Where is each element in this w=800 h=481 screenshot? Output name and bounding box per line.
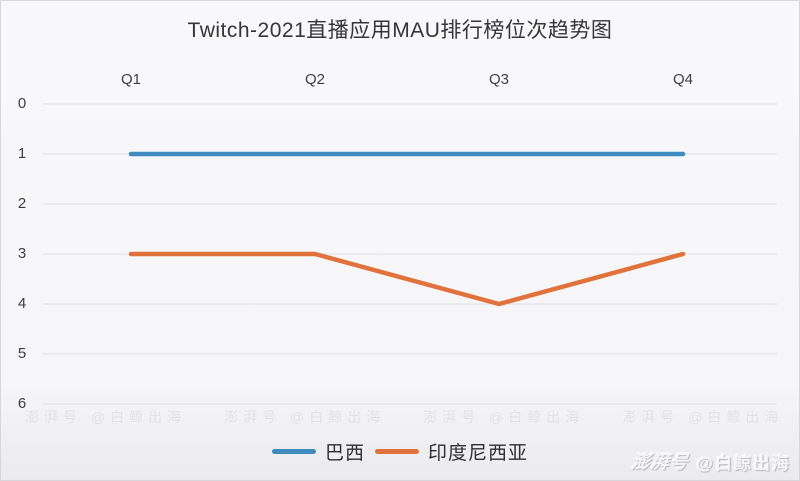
legend-swatch-indonesia-icon	[375, 449, 419, 454]
x-tick-label: Q3	[488, 71, 510, 88]
legend-item-indonesia: 印度尼西亚	[375, 438, 528, 465]
x-tick-label: Q1	[120, 71, 142, 88]
y-tick-label: 2	[17, 195, 27, 212]
y-tick-label: 0	[17, 95, 27, 112]
x-tick-label: Q2	[304, 71, 326, 88]
chart-title: Twitch-2021直播应用MAU排行榜位次趋势图	[187, 19, 613, 42]
x-tick-label: Q4	[672, 71, 694, 88]
legend-item-brazil: 巴西	[271, 438, 365, 465]
legend-swatch-brazil-icon	[271, 449, 316, 454]
y-tick-label: 6	[17, 395, 27, 412]
y-tick-label: 1	[17, 145, 27, 162]
series-line	[128, 251, 686, 307]
x-axis: Q1 Q2 Q3 Q4	[1, 71, 799, 93]
legend-label-indonesia: 印度尼西亚	[428, 443, 529, 464]
y-tick-label: 5	[17, 345, 27, 362]
y-tick-label: 3	[17, 245, 27, 262]
legend: 巴西 印度尼西亚	[1, 438, 799, 465]
y-tick-label: 4	[17, 295, 27, 312]
legend-label-brazil: 巴西	[324, 443, 365, 464]
